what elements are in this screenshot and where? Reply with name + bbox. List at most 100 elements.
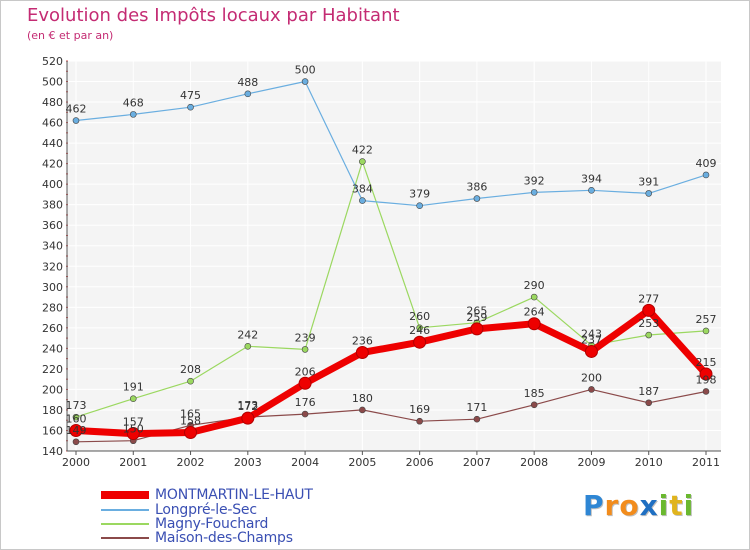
data-label-magny: 265 [466,305,487,318]
data-label-magny: 290 [524,279,545,292]
data-point-magny [645,331,653,339]
y-tick-label: 200 [42,383,63,396]
data-label-longpre: 409 [696,157,717,170]
data-label-montmartin: 277 [638,292,659,305]
data-label-longpre: 500 [295,64,316,77]
y-tick-label: 300 [42,281,63,294]
data-point-montmartin [126,427,140,441]
data-point-montmartin [184,426,198,440]
y-tick-label: 340 [42,240,63,253]
chart-title: Evolution des Impôts locaux par Habitant [27,5,400,26]
x-tick-label: 2005 [348,456,376,469]
data-label-montmartin: 160 [66,412,87,425]
y-tick-label: 220 [42,363,63,376]
y-tick-label: 280 [42,301,63,314]
data-label-longpre: 379 [409,188,430,201]
data-label-longpre: 386 [466,181,487,194]
data-point-maison [416,417,423,425]
data-point-montmartin [470,322,484,336]
data-label-maison: 165 [180,407,201,420]
data-label-magny: 257 [696,313,717,326]
data-point-longpre [72,117,80,124]
x-tick-label: 2010 [635,456,663,469]
x-tick-label: 2000 [62,456,90,469]
proxiti-logo: Proxiti [583,489,694,522]
y-tick-label: 440 [42,137,63,150]
y-tick-label: 400 [42,178,63,191]
data-label-montmartin: 157 [123,416,144,429]
x-tick-label: 2011 [692,456,720,469]
data-label-longpre: 384 [352,183,373,196]
x-tick-label: 2006 [406,456,434,469]
legend-swatch-montmartin [101,491,149,499]
data-label-magny: 243 [581,327,602,340]
data-label-maison: 149 [66,424,87,437]
data-point-maison [301,410,309,418]
data-point-maison [588,386,595,393]
data-label-magny: 242 [237,328,258,341]
data-label-magny: 208 [180,363,201,376]
legend-label-maison: Maison-des-Champs [155,530,293,546]
data-label-maison: 185 [524,387,545,400]
data-point-montmartin [413,335,427,349]
data-point-montmartin [298,376,312,390]
data-point-longpre [359,197,366,204]
logo-letter: i [683,489,695,522]
y-tick-label: 160 [42,424,63,437]
logo-letter: i [658,489,670,522]
data-point-montmartin [241,411,255,425]
data-label-maison: 176 [295,396,316,409]
data-point-montmartin [355,345,369,359]
legend-label-longpre: Longpré-le-Sec [155,502,257,518]
y-tick-label: 180 [42,404,63,417]
x-tick-label: 2004 [291,456,319,469]
data-point-longpre [530,189,538,196]
data-point-longpre [129,111,137,118]
data-label-magny: 173 [66,399,87,412]
logo-letter: r [604,489,620,522]
data-point-longpre [301,78,309,85]
series-line-maison [75,388,707,443]
data-label-magny: 239 [295,331,316,344]
data-label-maison: 173 [237,399,258,412]
x-tick-label: 2002 [177,456,205,469]
data-label-longpre: 394 [581,172,602,185]
logo-letter: P [583,489,605,522]
data-point-montmartin [642,303,656,317]
data-label-maison: 187 [638,385,659,398]
x-tick-label: 2009 [577,456,605,469]
data-point-longpre [416,202,423,210]
legend-item-montmartin: MONTMARTIN-LE-HAUT [101,487,313,503]
data-label-longpre: 468 [123,96,144,109]
data-point-maison [530,401,538,409]
legend-item-maison: Maison-des-Champs [101,530,293,546]
data-label-longpre: 488 [237,76,258,89]
x-tick-label: 2003 [234,456,262,469]
logo-letter: x [639,489,659,522]
data-label-montmartin: 236 [352,334,373,347]
data-point-longpre [244,90,252,98]
data-label-magny: 191 [123,381,144,394]
y-tick-label: 500 [42,76,63,89]
data-label-longpre: 462 [66,103,87,116]
data-label-montmartin: 264 [524,306,545,319]
data-point-magny [72,413,80,421]
series-line-montmartin [72,306,710,438]
data-label-longpre: 475 [180,89,201,102]
data-label-maison: 200 [581,371,602,384]
legend-label-montmartin: MONTMARTIN-LE-HAUT [155,487,313,503]
data-point-montmartin [69,423,83,437]
data-label-montmartin: 158 [180,415,201,428]
x-tick-label: 2007 [463,456,491,469]
y-tick-label: 520 [42,55,63,68]
x-tick-label: 2001 [119,456,147,469]
data-label-montmartin: 215 [696,356,717,369]
data-point-longpre [473,195,481,202]
legend-label-magny: Magny-Fouchard [155,516,269,532]
data-label-montmartin: 206 [295,365,316,378]
logo-letter: t [669,489,684,522]
plot-area [67,61,721,451]
data-point-montmartin [584,344,598,358]
data-label-maison: 150 [123,423,144,436]
